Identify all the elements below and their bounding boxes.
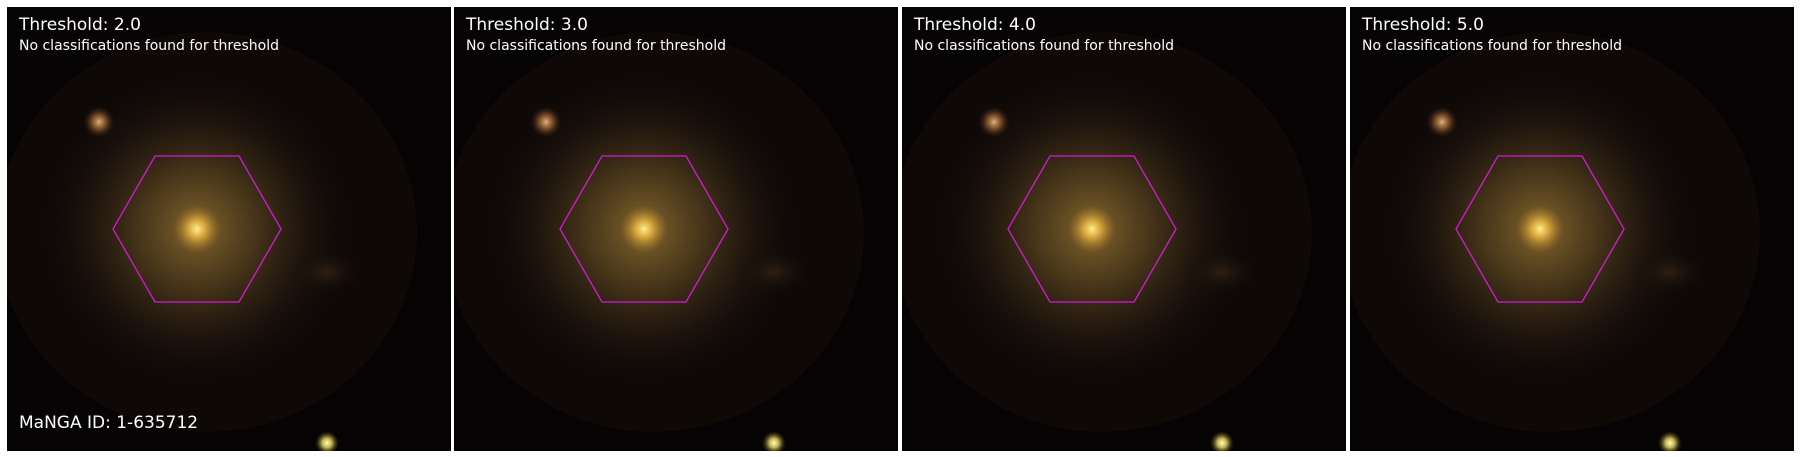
- threshold-title: Threshold: 4.0: [914, 15, 1036, 35]
- hexagon-aperture: [1007, 155, 1177, 303]
- hexagon-aperture: [1455, 155, 1625, 303]
- sky-image: [454, 7, 898, 451]
- threshold-panel: Threshold: 3.0 No classifications found f…: [454, 7, 898, 451]
- threshold-title: Threshold: 3.0: [466, 15, 588, 35]
- classification-message: No classifications found for threshold: [914, 38, 1174, 54]
- threshold-panel: Threshold: 2.0 No classifications found f…: [7, 7, 451, 451]
- sky-image: [7, 7, 451, 451]
- threshold-panel: Threshold: 5.0 No classifications found f…: [1350, 7, 1794, 451]
- threshold-title: Threshold: 5.0: [1362, 15, 1484, 35]
- threshold-title: Threshold: 2.0: [19, 15, 141, 35]
- classification-message: No classifications found for threshold: [1362, 38, 1622, 54]
- sky-image: [902, 7, 1346, 451]
- hexagon-aperture: [112, 155, 282, 303]
- classification-message: No classifications found for threshold: [466, 38, 726, 54]
- sky-image: [1350, 7, 1794, 451]
- hexagon-aperture: [559, 155, 729, 303]
- manga-id-label: MaNGA ID: 1-635712: [19, 413, 199, 433]
- threshold-panel: Threshold: 4.0 No classifications found f…: [902, 7, 1346, 451]
- classification-message: No classifications found for threshold: [19, 38, 279, 54]
